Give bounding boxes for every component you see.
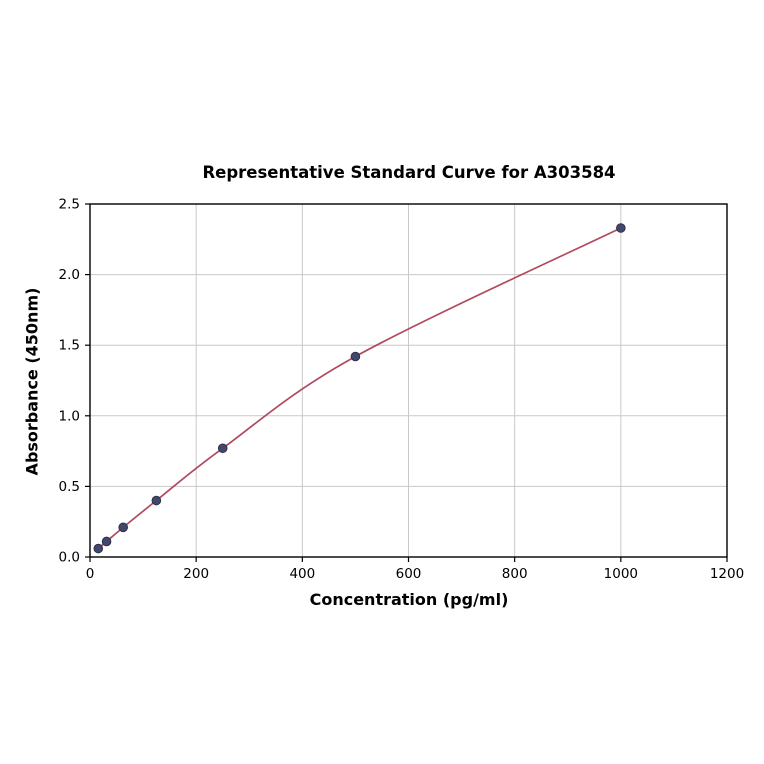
chart-title: Representative Standard Curve for A30358…: [202, 163, 616, 182]
y-tick-label: 2.5: [59, 197, 80, 213]
y-tick-label: 2.0: [59, 267, 80, 283]
y-tick-label: 0.0: [59, 550, 80, 566]
y-tick-label: 1.5: [59, 338, 80, 354]
y-tick-label: 0.5: [59, 479, 80, 495]
standard-curve-line: [97, 227, 622, 550]
x-tick-label: 200: [183, 566, 209, 582]
x-tick-label: 1200: [710, 566, 744, 582]
data-point-marker: [350, 351, 361, 362]
data-point-marker: [101, 536, 112, 547]
data-point-marker: [118, 522, 128, 533]
x-axis-label: Concentration (pg/ml): [309, 590, 509, 609]
x-tick-label: 400: [289, 566, 315, 582]
data-point-marker: [93, 543, 104, 554]
x-tick-label: 800: [502, 566, 528, 582]
data-point-marker: [217, 443, 228, 454]
x-tick-label: 0: [86, 566, 95, 582]
data-point-marker: [151, 495, 162, 506]
x-tick-label: 600: [396, 566, 422, 582]
data-point-marker: [616, 223, 626, 233]
x-tick-label: 1000: [604, 566, 638, 582]
y-tick-label: 1.0: [59, 408, 80, 424]
